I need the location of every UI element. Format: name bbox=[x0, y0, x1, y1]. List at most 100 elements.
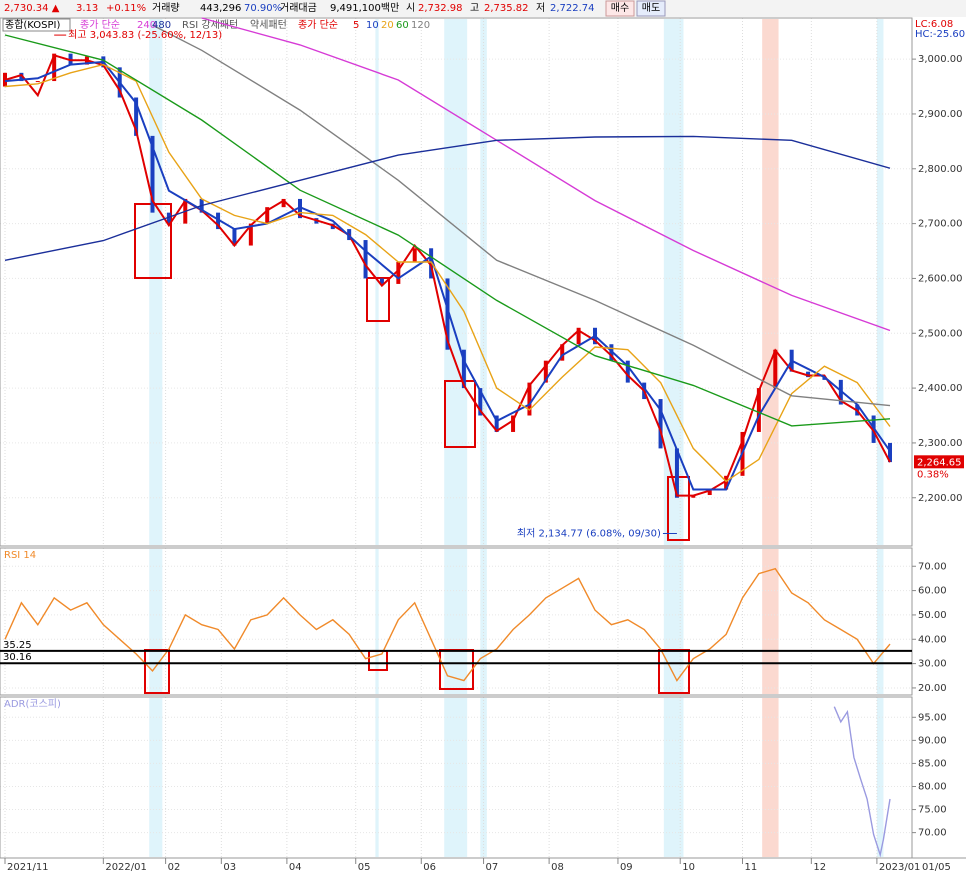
candle bbox=[35, 81, 40, 83]
legend-item: 5 bbox=[353, 20, 359, 31]
amount: 9,491,100백만 bbox=[330, 2, 399, 14]
candle bbox=[806, 371, 811, 378]
sell-label[interactable]: 매도 bbox=[642, 2, 660, 14]
candle bbox=[52, 53, 57, 82]
sell-button[interactable] bbox=[636, 0, 666, 17]
signal-box bbox=[366, 277, 390, 322]
candle bbox=[216, 212, 221, 230]
panel-title: RSI 14 bbox=[4, 550, 36, 561]
open: 2,732.98 bbox=[418, 3, 463, 14]
candle bbox=[461, 349, 466, 389]
legend-rsi-bear: 약세패턴 bbox=[250, 19, 287, 31]
series-line bbox=[152, 24, 891, 407]
series-line bbox=[4, 63, 891, 483]
x-tick-label: 07 bbox=[486, 862, 499, 873]
rsi-panel bbox=[0, 547, 913, 696]
high-label: 고 bbox=[470, 3, 479, 14]
series-line bbox=[4, 54, 891, 497]
candle bbox=[281, 198, 286, 208]
ref-label: 35.25 bbox=[3, 640, 32, 651]
low-label: 저 bbox=[536, 2, 545, 14]
signal-band bbox=[444, 549, 468, 694]
lc-label: LC:6.08 bbox=[915, 19, 953, 30]
signal-band bbox=[480, 698, 487, 857]
signal-band bbox=[762, 549, 779, 694]
y-tick-label: 70.00 bbox=[918, 561, 947, 572]
ref-label: 30.16 bbox=[3, 652, 32, 663]
candle bbox=[379, 278, 384, 284]
candle bbox=[674, 448, 679, 498]
candle bbox=[543, 360, 548, 383]
signal-band bbox=[149, 549, 163, 694]
series-line bbox=[4, 34, 891, 427]
candle bbox=[429, 248, 434, 279]
series-line bbox=[4, 567, 891, 682]
signal-band bbox=[480, 549, 487, 694]
signal-band bbox=[444, 19, 468, 545]
x-tick-label: 10 bbox=[682, 862, 695, 873]
candle bbox=[838, 379, 843, 405]
signal-band bbox=[663, 549, 684, 694]
candle bbox=[724, 475, 729, 490]
y-tick-label: 70.00 bbox=[918, 828, 947, 839]
legend-item: 480 bbox=[152, 20, 171, 31]
candle bbox=[478, 388, 483, 416]
candle bbox=[773, 349, 778, 389]
price: 2,730.34 ▲ bbox=[4, 3, 60, 14]
candle bbox=[134, 97, 139, 136]
signal-band bbox=[876, 698, 884, 857]
annotation: 최저 2,134.77 (6.08%, 09/30) bbox=[517, 528, 661, 540]
candle bbox=[527, 382, 532, 416]
x-tick-label: 2021/11 bbox=[7, 862, 49, 873]
candle bbox=[265, 207, 270, 224]
volume-pct: 70.90% bbox=[244, 3, 282, 14]
x-tick-label: 09 bbox=[620, 862, 633, 873]
legend-item: 10 bbox=[366, 20, 379, 31]
y-tick-label: 2,800.00 bbox=[918, 164, 963, 175]
panel-title: ADR(코스피) bbox=[4, 698, 61, 710]
x-tick-label: 02 bbox=[168, 862, 181, 873]
amount-label: 거래대금 bbox=[280, 2, 317, 14]
candle bbox=[494, 415, 499, 432]
candle bbox=[576, 327, 581, 345]
symbol-box bbox=[2, 18, 71, 32]
buy-button[interactable] bbox=[605, 0, 635, 17]
candle bbox=[445, 278, 450, 350]
candle bbox=[511, 415, 516, 432]
legend-item: 60 bbox=[396, 20, 409, 31]
foreground: 2021/11 2022/01 02 03 04 05 06 07 08 09 10 11 12 2023… bbox=[0, 17, 965, 873]
candle bbox=[232, 229, 237, 246]
candle bbox=[707, 489, 712, 496]
candle bbox=[822, 377, 827, 380]
candle bbox=[888, 442, 892, 463]
y-tick-label: 3,000.00 bbox=[918, 54, 963, 65]
buy-label[interactable]: 매수 bbox=[611, 2, 629, 14]
last-change-label: 0.38% bbox=[917, 469, 949, 480]
candle bbox=[756, 388, 761, 432]
y-tick-label: 60.00 bbox=[918, 586, 947, 597]
x-tick-label: 03 bbox=[223, 862, 236, 873]
x-tick-label: 12 bbox=[813, 862, 826, 873]
candle bbox=[363, 240, 368, 279]
y-tick-label: 2,300.00 bbox=[918, 438, 963, 449]
y-tick-label: 2,600.00 bbox=[918, 273, 963, 284]
legend-ma-long: 종가 단순 bbox=[80, 19, 120, 31]
y-tick-label: 50.00 bbox=[918, 610, 947, 621]
signal-band bbox=[375, 19, 379, 545]
y-tick-label: 2,400.00 bbox=[918, 383, 963, 394]
x-tick-label: 06 bbox=[423, 862, 436, 873]
signal-band bbox=[762, 19, 779, 545]
candle bbox=[68, 53, 73, 65]
last-price-label: 2,264.65 bbox=[917, 457, 962, 468]
signal-band bbox=[663, 698, 684, 857]
legend-rsi-pattern: RSI 강세패턴 bbox=[182, 19, 238, 31]
signal-band bbox=[149, 698, 163, 857]
change-pct: +0.11% bbox=[106, 3, 146, 14]
signal-band bbox=[444, 698, 468, 857]
volume: 443,296 bbox=[200, 3, 241, 14]
symbol: 종합(KOSPI) bbox=[5, 19, 61, 31]
candle bbox=[150, 135, 155, 213]
y-tick-label: 20.00 bbox=[918, 683, 947, 694]
candle bbox=[560, 344, 565, 361]
